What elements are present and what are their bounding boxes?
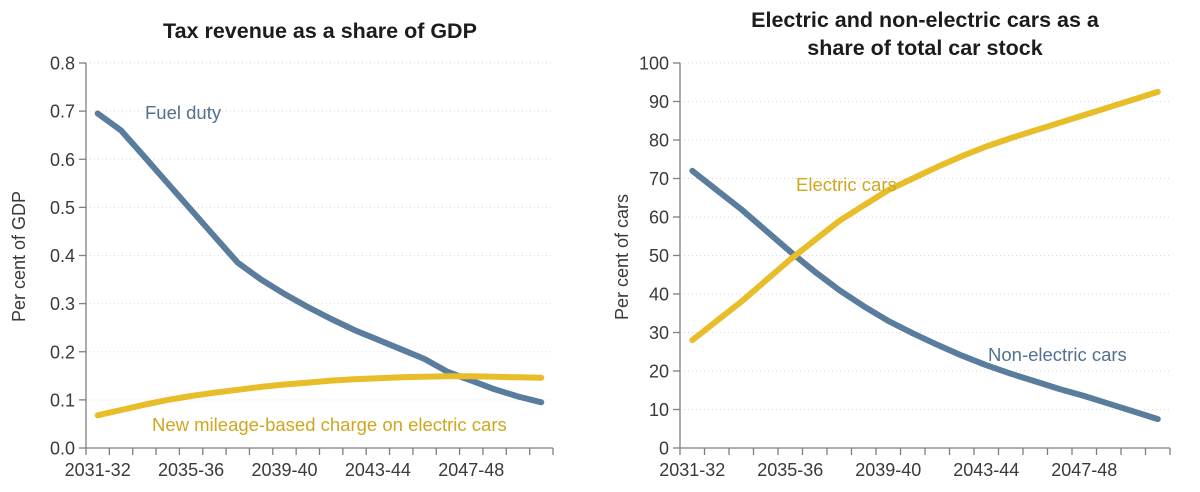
y-tick-label: 100 [639, 54, 669, 74]
x-tick-label: 2031-32 [65, 460, 131, 480]
line-electric-cars [689, 88, 1161, 344]
axes-and-ticks: 0 10 20 30 40 50 60 70 80 90 100 2031-32 2035-36 2039… [639, 54, 1171, 480]
y-tick-label: 50 [649, 246, 669, 266]
x-tick-label: 2031-32 [659, 460, 725, 480]
x-tick-label: 2043-44 [953, 460, 1019, 480]
chart-title-line: Tax revenue as a share of GDP [163, 19, 477, 43]
y-tick-label: 10 [649, 400, 669, 420]
chart-electric-car-stock-share: Electric and non-electric cars as a shar… [600, 0, 1200, 492]
y-tick-label: 0.0 [50, 439, 75, 459]
x-tick-label: 2047-48 [438, 460, 504, 480]
y-tick-label: 70 [649, 169, 669, 189]
y-tick-label: 40 [649, 285, 669, 305]
chart-tax-revenue-share-of-gdp: Tax revenue as a share of GDP Per cent o… [9, 17, 580, 480]
y-tick-label: 20 [649, 362, 669, 382]
series-lines [689, 88, 1161, 423]
line-new-mileage-based-charge-on-electric-cars [94, 373, 545, 419]
y-tick-label: 0 [659, 439, 669, 459]
x-tick-label: 2039-40 [855, 460, 921, 480]
y-tick-label: 60 [649, 208, 669, 228]
y-tick-label: 90 [649, 92, 669, 112]
series-label-mileage-charge: New mileage-based charge on electric car… [152, 414, 507, 435]
y-tick-label: 0.3 [50, 294, 75, 314]
y-tick-label: 0.4 [50, 246, 75, 266]
y-tick-label: 80 [649, 131, 669, 151]
line-non-electric-cars [689, 167, 1161, 423]
x-tick-label: 2039-40 [251, 460, 317, 480]
y-tick-label: 0.6 [50, 150, 75, 170]
chart-title: Tax revenue as a share of GDP [60, 17, 580, 45]
series-label-fuel-duty: Fuel duty [145, 102, 222, 123]
x-tick-label: 2035-36 [158, 460, 224, 480]
x-tick-label: 2035-36 [757, 460, 823, 480]
plot-area: 0.0 0.1 0.2 0.3 0.4 0.5 0.6 0.7 0.8 2031-32 2035-3… [50, 54, 554, 480]
y-tick-label: 0.5 [50, 198, 75, 218]
series-lines [94, 110, 545, 419]
series-label-non-electric-cars: Non-electric cars [988, 344, 1127, 365]
chart-title-line: share of total car stock [807, 36, 1043, 60]
x-tick-label: 2043-44 [345, 460, 411, 480]
chart-title: Electric and non-electric cars as a shar… [645, 6, 1200, 62]
gridlines [680, 62, 1170, 410]
y-tick-label: 0.7 [50, 102, 75, 122]
series-label-electric-cars: Electric cars [796, 174, 897, 195]
y-tick-label: 0.1 [50, 390, 75, 410]
line-fuel-duty [94, 110, 545, 406]
y-tick-label: 30 [649, 323, 669, 343]
y-tick-label: 0.8 [50, 54, 75, 74]
y-tick-label: 0.2 [50, 342, 75, 362]
axes-and-ticks: 0.0 0.1 0.2 0.3 0.4 0.5 0.6 0.7 0.8 2031-32 2035-3… [50, 54, 554, 480]
chart-title-line: Electric and non-electric cars as a [751, 8, 1099, 32]
x-tick-label: 2047-48 [1051, 460, 1117, 480]
plot-area: 0 10 20 30 40 50 60 70 80 90 100 2031-32 2035-36 2039… [639, 54, 1171, 480]
